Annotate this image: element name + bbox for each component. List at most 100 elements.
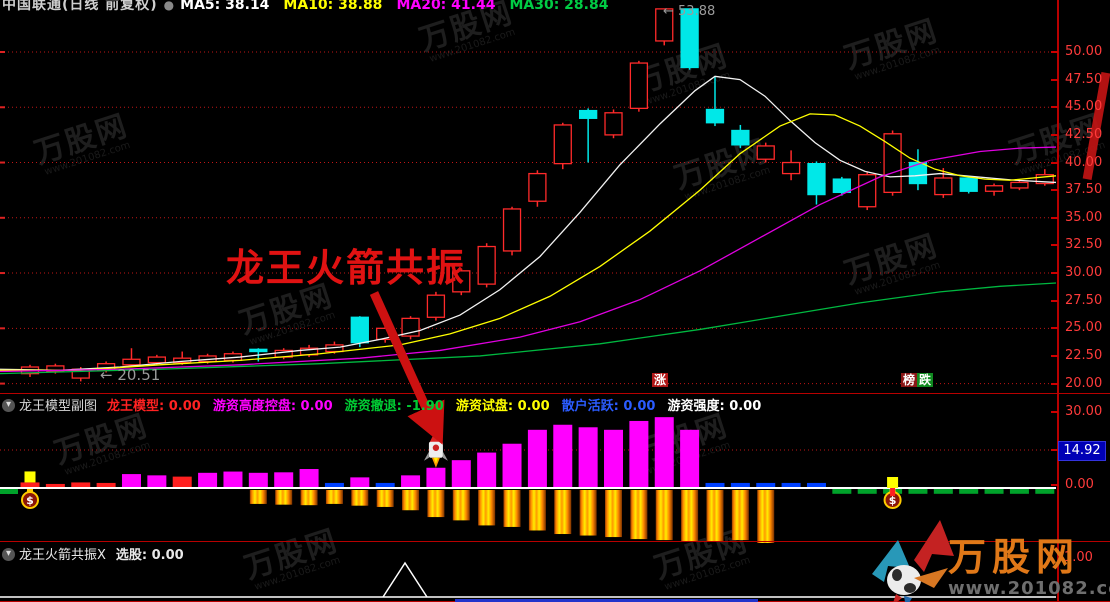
axis-label: 22.50 <box>1065 347 1103 363</box>
indicator-bar <box>553 424 573 488</box>
gold-bar <box>579 490 597 536</box>
rank-badge-跌[interactable]: 跌 <box>917 373 934 387</box>
bottom-panel-header: ▾ 龙王火箭共振X 选股: 0.00 <box>0 544 196 563</box>
svg-text:$: $ <box>889 494 897 507</box>
indicator-bar <box>832 489 852 494</box>
axis-label: 35.00 <box>1065 209 1103 225</box>
indicator-bar <box>502 443 522 488</box>
indicator-bar <box>248 472 268 488</box>
axis-label: 20.00 <box>1065 375 1103 391</box>
price-tag-low: ← 20.51 <box>100 366 161 384</box>
indicator-bar <box>426 467 446 488</box>
gold-bar <box>452 490 470 521</box>
axis-label: 37.50 <box>1065 182 1103 198</box>
axis-label: 0.00 <box>1065 477 1094 492</box>
site-logo: 万股网 www.201082.com <box>872 520 1110 602</box>
logo-url-text: www.201082.com <box>948 578 1110 599</box>
ma-value: MA5: 38.14 <box>180 0 270 13</box>
gold-bar <box>427 490 445 518</box>
candle-body <box>934 177 953 196</box>
ma-line-MA10 <box>0 113 1056 371</box>
candle-body <box>502 208 522 252</box>
gold-bar <box>731 490 749 541</box>
indicator-bar <box>908 489 928 494</box>
indicator-bar <box>857 489 877 494</box>
candle-body <box>756 145 775 160</box>
indicator-bar <box>781 482 801 488</box>
ma-line-MA20 <box>0 146 1056 373</box>
money-bag-icon: $ <box>21 489 39 509</box>
collapse-chevron-icon-2[interactable]: ▾ <box>2 548 15 561</box>
indicator-bar <box>0 489 18 494</box>
candle-body <box>1035 174 1054 185</box>
gold-bar <box>376 490 394 507</box>
candle-body <box>452 270 471 293</box>
indicator-bar <box>527 429 547 488</box>
axis-label: 42.50 <box>1065 126 1103 142</box>
indicator-metric: 游资强度: 0.00 <box>667 399 762 414</box>
gold-bar <box>351 490 369 506</box>
indicator-bar <box>756 482 776 488</box>
rocket-signal-chart <box>0 561 1056 598</box>
indicator-bar <box>20 482 40 488</box>
rocket-icon <box>423 429 448 468</box>
axis-label: 40.00 <box>1065 154 1103 170</box>
panel-divider-2 <box>0 541 1110 542</box>
candle-body <box>578 109 598 119</box>
select-stock-label: 选股: <box>115 548 148 563</box>
bottom-panel-title[interactable]: 龙王火箭共振X <box>19 548 106 563</box>
candle-body <box>528 172 547 202</box>
logo-brand-text: 万股网 <box>948 535 1080 579</box>
gold-bar <box>554 490 572 535</box>
indicator-bar <box>147 475 167 488</box>
panel-divider-1 <box>0 393 1110 394</box>
candle-body <box>832 178 851 194</box>
indicator-bar <box>959 489 979 494</box>
indicator-bar <box>198 472 218 488</box>
gold-bar <box>478 490 496 526</box>
indicator-bar <box>578 427 598 488</box>
indicator-bar <box>45 483 65 488</box>
indicator-bar <box>375 482 395 488</box>
axis-label: 25.00 <box>1065 320 1103 336</box>
indicator-bar <box>730 482 750 488</box>
gold-bar <box>706 490 724 542</box>
indicator-bar <box>274 472 294 488</box>
rank-badge-涨[interactable]: 涨 <box>652 373 669 387</box>
ma-line-MA5 <box>0 75 1056 371</box>
indicator-bar <box>299 469 319 488</box>
horizontal-scrollbar-thumb[interactable] <box>455 599 758 602</box>
yellow-square-marker <box>24 471 36 483</box>
select-stock-value: 0.00 <box>151 548 184 563</box>
candle-body <box>883 133 902 194</box>
svg-text:$: $ <box>26 494 34 507</box>
chart-title-bar: 中国联通(日线 前复权) ● MA5: 38.14 MA10: 38.88 MA20: … <box>0 0 1056 13</box>
price-axis-line <box>1057 0 1059 602</box>
candle-body <box>477 245 496 285</box>
ma-value: MA10: 38.88 <box>283 0 383 13</box>
candle-body <box>122 358 141 366</box>
dragon-model-indicator-chart: $ $ <box>0 417 1056 543</box>
indicator-bar <box>604 429 624 488</box>
axis-label: 27.50 <box>1065 292 1103 308</box>
stock-title[interactable]: 中国联通(日线 前复权) <box>2 0 158 13</box>
price-tag-high: ← 53.88 <box>663 4 716 19</box>
main-candlestick-chart <box>0 8 1056 385</box>
indicator-bar <box>71 482 91 488</box>
axis-label: 30.00 <box>1065 265 1103 281</box>
candle-body <box>959 177 978 192</box>
indicator-bar <box>806 482 826 488</box>
gold-bar <box>528 490 546 531</box>
axis-label: 47.50 <box>1065 71 1103 87</box>
indicator-metric: 散户活跃: 0.00 <box>561 399 656 414</box>
collapse-chevron-icon[interactable]: ▾ <box>2 399 15 412</box>
indicator-panel-title[interactable]: 龙王模型副图 <box>19 399 98 414</box>
gold-bar <box>325 490 343 504</box>
candle-body <box>249 348 268 353</box>
logo-blue-arrow-icon <box>872 540 910 582</box>
rank-badge-榜[interactable]: 榜 <box>901 373 918 387</box>
indicator-bar <box>705 482 725 488</box>
indicator-bar <box>172 476 192 488</box>
candle-body <box>680 8 699 69</box>
candle-body <box>858 174 877 208</box>
